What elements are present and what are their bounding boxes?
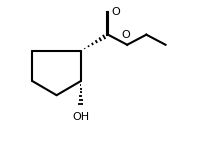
Text: OH: OH: [72, 112, 89, 122]
Text: O: O: [122, 30, 131, 40]
Text: O: O: [112, 7, 120, 17]
